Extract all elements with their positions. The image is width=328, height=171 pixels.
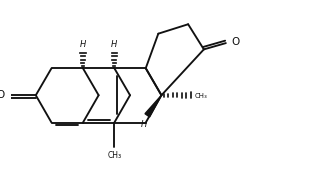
Text: H: H	[111, 40, 117, 49]
Text: H: H	[80, 40, 86, 49]
Text: CH₃: CH₃	[195, 93, 207, 99]
Polygon shape	[145, 95, 161, 117]
Text: O: O	[0, 90, 5, 100]
Text: O: O	[232, 37, 240, 47]
Text: H: H	[141, 120, 147, 129]
Text: CH₃: CH₃	[107, 150, 121, 160]
